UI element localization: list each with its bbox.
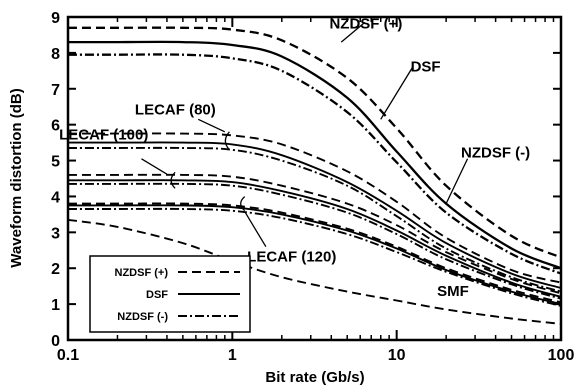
series-layer [67,26,562,325]
annotation-label: LECAF (80) [135,102,216,119]
leader-line [340,21,366,43]
x-tick-label: 1 [228,347,237,364]
x-axis-title: Bit rate (Gb/s) [265,369,364,386]
y-tick-label: 1 [51,297,60,314]
annotation-label: DSF [411,58,441,75]
y-tick-label: 6 [51,118,60,135]
y-tick-label: 8 [51,46,60,63]
annotation-label: NZDSF (-) [461,145,530,162]
series-line-4 [68,132,562,284]
series-line-7 [68,173,562,295]
leader-line [197,118,226,133]
series-line-1 [68,26,562,259]
annotation-layer: NZDSF (+) DSF NZDSF (-) LECAF (80) LECAF (10… [59,15,530,299]
bracket-mark [224,131,230,151]
y-tick-label: 7 [51,82,60,99]
series-line-13 [67,218,562,325]
y-tick-label: 2 [51,261,60,278]
series-line-6 [68,146,562,293]
legend-label-nzdsf-plus: NZDSF (+) [115,267,169,279]
series-line-11 [68,204,562,306]
series-line-5 [68,141,562,289]
x-tick-label: 100 [548,347,575,364]
series-line-8 [67,179,562,298]
y-tick-label: 5 [51,154,60,171]
legend: NZDSF (+) DSF NZDSF (-) [89,255,251,333]
series-line-9 [68,182,562,300]
x-tick-label: 0.1 [57,347,79,364]
y-tick-label: 3 [51,225,60,242]
tick-layer: 0 1 2 3 4 5 6 7 8 9 0.1 1 10 100 [51,10,574,364]
bracket-mark [240,196,246,212]
x-tick-label: 10 [388,347,406,364]
annotation-label: SMF [437,283,469,300]
annotation-label: LECAF (100) [59,127,148,144]
series-line-2 [67,40,562,270]
legend-label-dsf: DSF [146,289,168,301]
leader-line [141,158,168,175]
bracket-mark [170,171,176,189]
y-axis-title: Waveform distortion (dB) [8,88,25,267]
legend-label-nzdsf-minus: NZDSF (-) [117,311,168,323]
y-tick-label: 0 [51,333,60,350]
plot-frame [66,15,563,342]
leader-line [380,66,414,120]
leader-line [445,158,469,204]
y-tick-label: 4 [51,189,60,206]
series-line-3 [68,53,562,275]
annotation-label: LECAF (120) [247,249,336,266]
leader-line [244,212,267,248]
annotation-label: NZDSF (+) [329,15,402,32]
y-tick-label: 9 [51,10,60,27]
leader-layer [141,21,469,248]
series-line-10 [67,202,562,304]
